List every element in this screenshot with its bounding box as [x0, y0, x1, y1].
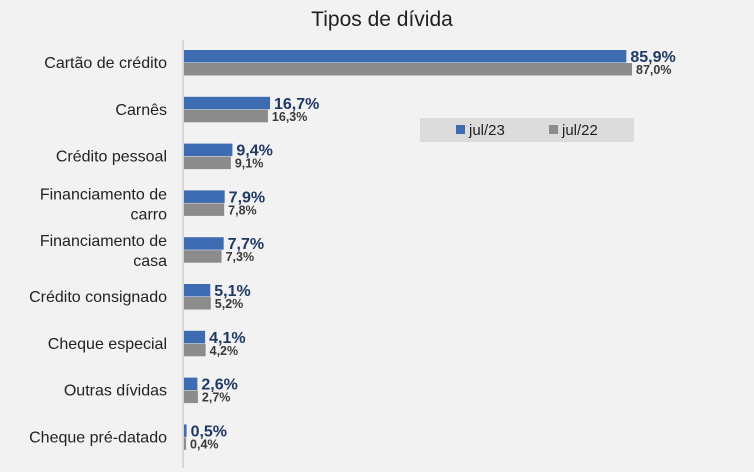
data-label-jul22: 4,2% [210, 344, 239, 358]
data-label-jul22: 5,2% [215, 297, 244, 311]
legend: jul/23 jul/22 [420, 118, 634, 142]
category-label: Outras dívidas [64, 383, 167, 400]
data-label-jul22: 87,0% [636, 63, 671, 77]
category-label: Cheque pré-datado [29, 429, 167, 446]
category-label: Crédito consignado [29, 289, 167, 306]
category-label: Cartão de crédito [44, 55, 167, 72]
bar-jul23 [184, 284, 211, 297]
bar-jul23 [184, 377, 198, 391]
data-label-jul22: 2,7% [202, 391, 231, 405]
data-label-jul23: 4,1% [209, 330, 245, 347]
category-label: Financiamento de carro [40, 186, 167, 223]
data-label-jul23: 16,7% [274, 96, 319, 113]
category-label: Cheque especial [48, 336, 167, 353]
legend-item-jul22: jul/22 [561, 122, 598, 139]
category-label-line: Financiamento de [40, 233, 167, 250]
data-label-jul22: 0,4% [190, 437, 219, 451]
bar-jul23 [184, 96, 270, 110]
category-label: Financiamento de casa [40, 233, 167, 270]
chart-title: Tipos de dívida [311, 8, 453, 31]
bar-jul23 [184, 190, 225, 203]
bar-jul22 [184, 109, 268, 123]
bar-jul22 [184, 156, 231, 170]
data-label-jul23: 7,9% [229, 189, 265, 206]
legend-item-jul23: jul/23 [468, 122, 505, 139]
bar-jul22 [184, 437, 187, 450]
data-label-jul22: 16,3% [272, 110, 307, 124]
bar-jul23 [184, 330, 206, 344]
bar-jul22 [184, 297, 211, 310]
bar-jul22 [184, 390, 198, 404]
data-label-jul22: 7,3% [226, 250, 255, 264]
bar-jul23 [184, 237, 224, 250]
legend-swatch [549, 125, 558, 134]
category-label-line: Financiamento de [40, 186, 167, 203]
data-label-jul23: 0,5% [191, 423, 227, 440]
bar-jul23 [184, 50, 627, 63]
bar-jul22 [184, 343, 206, 357]
category-label: Carnês [115, 102, 167, 119]
category-label-line: carro [131, 206, 168, 223]
category-label: Crédito pessoal [56, 149, 167, 166]
bar-jul22 [184, 250, 222, 263]
data-label-jul23: 85,9% [630, 49, 675, 66]
bar-jul22 [184, 63, 632, 76]
data-label-jul22: 7,8% [228, 203, 257, 217]
legend-background [420, 118, 634, 142]
data-label-jul23: 2,6% [201, 377, 237, 394]
legend-swatch [456, 125, 465, 134]
bar-jul23 [184, 424, 187, 437]
bar-jul22 [184, 203, 225, 216]
category-label-line: casa [133, 253, 167, 270]
bars-group: Cartão de crédito 85,9%87,0% Carnês 16,7%16… [29, 49, 676, 451]
data-label-jul23: 7,7% [228, 236, 264, 253]
data-label-jul23: 9,4% [236, 143, 272, 160]
data-label-jul22: 9,1% [235, 157, 264, 171]
bar-jul23 [184, 143, 233, 157]
data-label-jul23: 5,1% [214, 283, 250, 300]
